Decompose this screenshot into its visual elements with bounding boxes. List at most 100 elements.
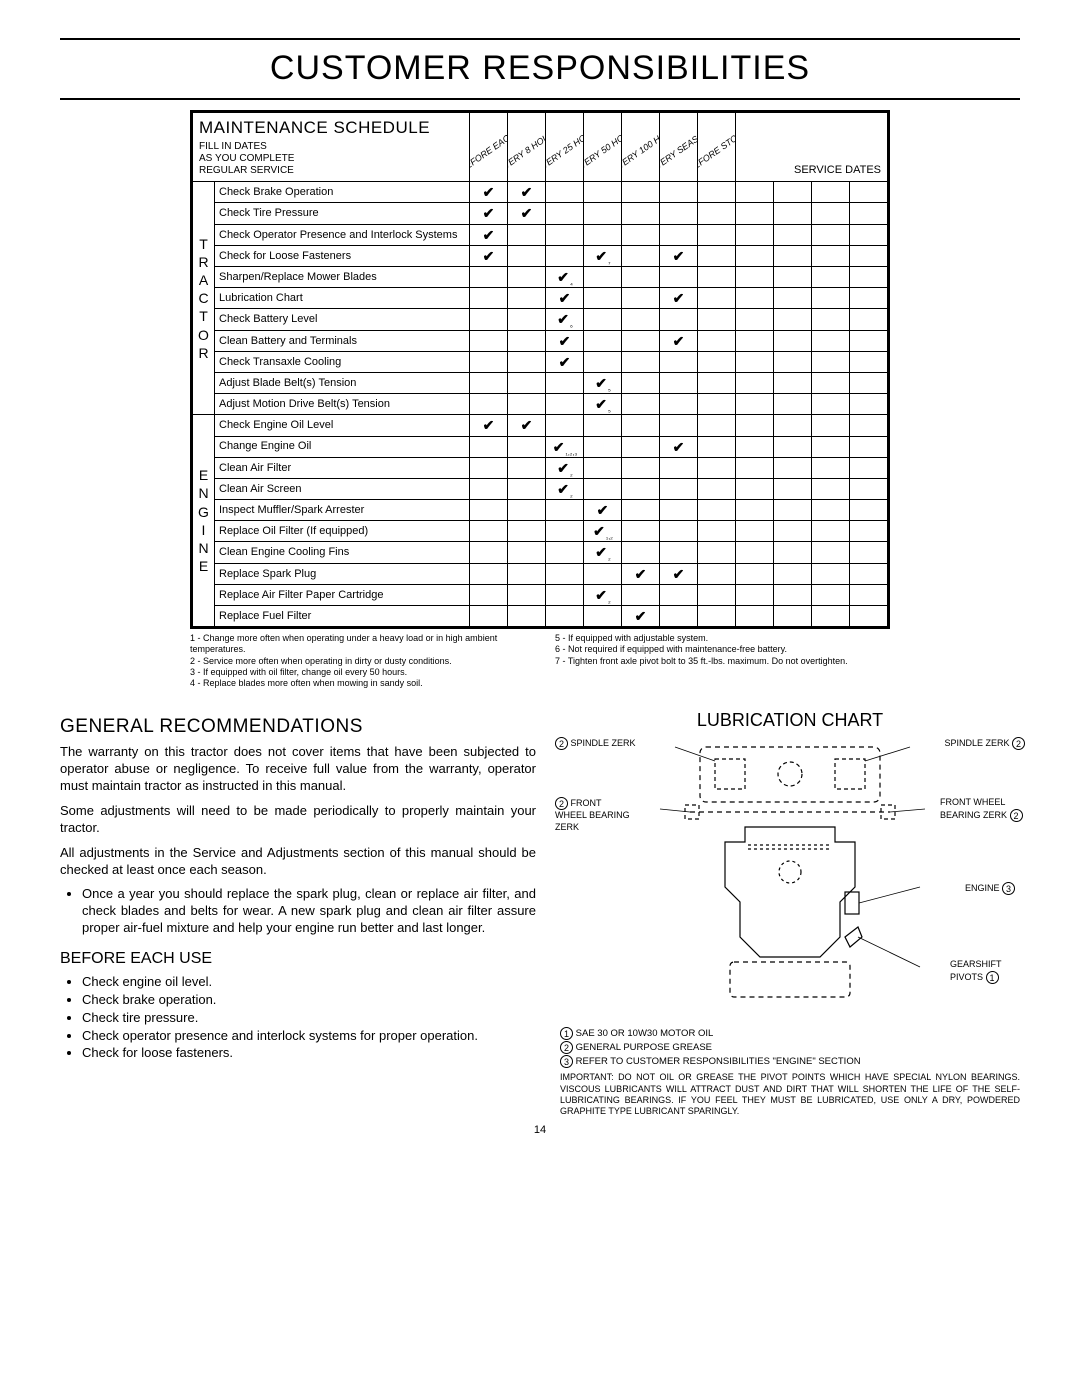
service-date-cell[interactable] [774, 563, 812, 584]
service-date-cell[interactable] [774, 584, 812, 605]
service-date-cell[interactable] [774, 203, 812, 224]
service-date-cell[interactable] [812, 457, 850, 478]
service-date-cell[interactable] [736, 500, 774, 521]
service-date-cell[interactable] [850, 288, 888, 309]
service-date-cell[interactable] [850, 351, 888, 372]
service-date-cell[interactable] [736, 288, 774, 309]
service-date-cell[interactable] [850, 563, 888, 584]
service-date-cell[interactable] [774, 330, 812, 351]
schedule-cell: ✔ [660, 436, 698, 457]
service-date-cell[interactable] [774, 372, 812, 393]
service-date-cell[interactable] [812, 351, 850, 372]
service-date-cell[interactable] [736, 224, 774, 245]
service-date-cell[interactable] [812, 606, 850, 627]
schedule-cell [698, 606, 736, 627]
service-date-cell[interactable] [812, 584, 850, 605]
service-date-cell[interactable] [736, 309, 774, 330]
service-date-cell[interactable] [774, 182, 812, 203]
service-date-cell[interactable] [774, 309, 812, 330]
service-date-cell[interactable] [812, 182, 850, 203]
service-date-cell[interactable] [850, 436, 888, 457]
service-date-cell[interactable] [774, 351, 812, 372]
service-date-cell[interactable] [812, 478, 850, 499]
service-date-cell[interactable] [774, 521, 812, 542]
service-date-cell[interactable] [812, 415, 850, 436]
service-date-cell[interactable] [774, 457, 812, 478]
service-date-cell[interactable] [736, 330, 774, 351]
service-date-cell[interactable] [850, 182, 888, 203]
service-date-cell[interactable] [774, 245, 812, 266]
service-date-cell[interactable] [774, 267, 812, 288]
service-date-cell[interactable] [850, 372, 888, 393]
schedule-cell: ✔₂ [584, 584, 622, 605]
schedule-cell [622, 500, 660, 521]
service-date-cell[interactable] [736, 584, 774, 605]
list-item: Check brake operation. [82, 992, 536, 1009]
service-date-cell[interactable] [812, 500, 850, 521]
service-date-cell[interactable] [774, 478, 812, 499]
service-date-cell[interactable] [850, 500, 888, 521]
service-date-cell[interactable] [850, 330, 888, 351]
table-row: Change Engine Oil✔₁,₂,₃✔ [193, 436, 888, 457]
service-date-cell[interactable] [736, 351, 774, 372]
schedule-cell: ✔ [622, 606, 660, 627]
service-date-cell[interactable] [850, 521, 888, 542]
service-date-cell[interactable] [812, 203, 850, 224]
lubrication-warning: IMPORTANT: DO NOT OIL OR GREASE THE PIVO… [560, 1072, 1020, 1117]
lubrication-chart-title: LUBRICATION CHART [560, 709, 1020, 732]
service-date-cell[interactable] [736, 415, 774, 436]
service-date-cell[interactable] [812, 394, 850, 415]
service-date-cell[interactable] [812, 521, 850, 542]
service-date-cell[interactable] [812, 224, 850, 245]
service-date-cell[interactable] [774, 224, 812, 245]
service-date-cell[interactable] [850, 415, 888, 436]
service-date-cell[interactable] [774, 606, 812, 627]
service-date-cell[interactable] [774, 542, 812, 563]
service-date-cell[interactable] [850, 309, 888, 330]
list-item: Check tire pressure. [82, 1010, 536, 1027]
row-label: Check Transaxle Cooling [215, 351, 470, 372]
service-date-cell[interactable] [736, 436, 774, 457]
service-date-cell[interactable] [736, 563, 774, 584]
footnotes-right: 5 - If equipped with adjustable system.6… [555, 633, 890, 689]
service-date-cell[interactable] [850, 203, 888, 224]
service-date-cell[interactable] [850, 394, 888, 415]
service-date-cell[interactable] [736, 182, 774, 203]
service-date-cell[interactable] [812, 288, 850, 309]
service-date-cell[interactable] [812, 309, 850, 330]
service-date-cell[interactable] [850, 224, 888, 245]
service-date-cell[interactable] [850, 478, 888, 499]
service-date-cell[interactable] [736, 478, 774, 499]
service-date-cell[interactable] [736, 606, 774, 627]
service-date-cell[interactable] [736, 457, 774, 478]
service-date-cell[interactable] [736, 542, 774, 563]
col-25h: EVERY 25 HOURS [546, 113, 584, 182]
service-date-cell[interactable] [850, 245, 888, 266]
service-date-cell[interactable] [774, 415, 812, 436]
service-date-cell[interactable] [812, 436, 850, 457]
schedule-cell [660, 415, 698, 436]
service-date-cell[interactable] [812, 245, 850, 266]
service-date-cell[interactable] [736, 372, 774, 393]
service-date-cell[interactable] [812, 330, 850, 351]
service-date-cell[interactable] [850, 606, 888, 627]
service-date-cell[interactable] [736, 245, 774, 266]
service-date-cell[interactable] [850, 584, 888, 605]
service-date-cell[interactable] [812, 372, 850, 393]
left-column: GENERAL RECOMMENDATIONS The warranty on … [60, 709, 536, 1117]
service-date-cell[interactable] [812, 542, 850, 563]
service-date-cell[interactable] [850, 542, 888, 563]
service-date-cell[interactable] [736, 394, 774, 415]
service-date-cell[interactable] [812, 267, 850, 288]
service-date-cell[interactable] [774, 500, 812, 521]
service-date-cell[interactable] [774, 436, 812, 457]
service-date-cell[interactable] [812, 563, 850, 584]
service-date-cell[interactable] [774, 288, 812, 309]
service-date-cell[interactable] [736, 267, 774, 288]
service-date-cell[interactable] [736, 203, 774, 224]
service-date-cell[interactable] [850, 267, 888, 288]
service-date-cell[interactable] [850, 457, 888, 478]
service-date-cell[interactable] [736, 521, 774, 542]
lubrication-legend: 1 SAE 30 OR 10W30 MOTOR OIL 2 GENERAL PU… [560, 1027, 1020, 1068]
service-date-cell[interactable] [774, 394, 812, 415]
